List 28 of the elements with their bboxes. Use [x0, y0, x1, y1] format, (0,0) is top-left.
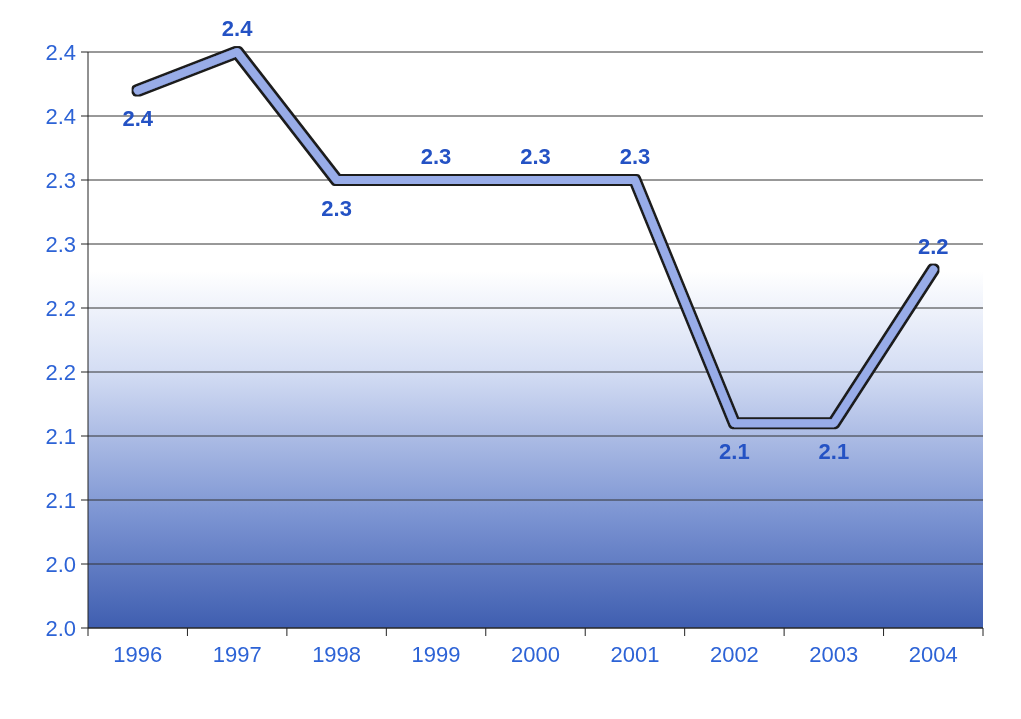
x-tick-label: 1998: [312, 642, 362, 667]
data-label: 2.3: [420, 144, 452, 169]
y-tick-label: 2.1: [45, 423, 76, 449]
data-label: 2.1: [818, 439, 850, 465]
y-tick-label: 2.2: [45, 295, 76, 321]
data-label: 2.3: [321, 196, 352, 221]
x-tick-label: 1996: [113, 642, 163, 667]
y-tick-label: 2.0: [45, 551, 76, 577]
data-label: 2.3: [619, 144, 651, 169]
data-label: 2.4: [122, 106, 154, 132]
y-tick-label: 2.3: [45, 167, 76, 193]
y-tick-label: 2.4: [45, 103, 76, 129]
y-tick-label: 2.4: [45, 39, 76, 65]
data-label: 2.2: [917, 233, 949, 259]
x-tick-label: 2001: [610, 642, 660, 667]
data-label: 2.3: [520, 144, 551, 169]
x-tick-label: 1999: [411, 642, 461, 667]
y-tick-label: 2.2: [45, 359, 76, 385]
data-label: 2.4: [221, 16, 254, 41]
data-label: 2.1: [719, 439, 750, 465]
x-tick-label: 2002: [709, 642, 759, 667]
y-tick-label: 2.3: [45, 231, 76, 257]
x-tick-label: 1997: [212, 642, 262, 667]
x-tick-label: 2003: [809, 642, 859, 667]
y-tick-label: 2.0: [45, 615, 76, 641]
y-tick-label: 2.1: [45, 487, 76, 513]
x-tick-label: 2004: [908, 642, 958, 667]
x-tick-label: 2000: [511, 642, 560, 667]
